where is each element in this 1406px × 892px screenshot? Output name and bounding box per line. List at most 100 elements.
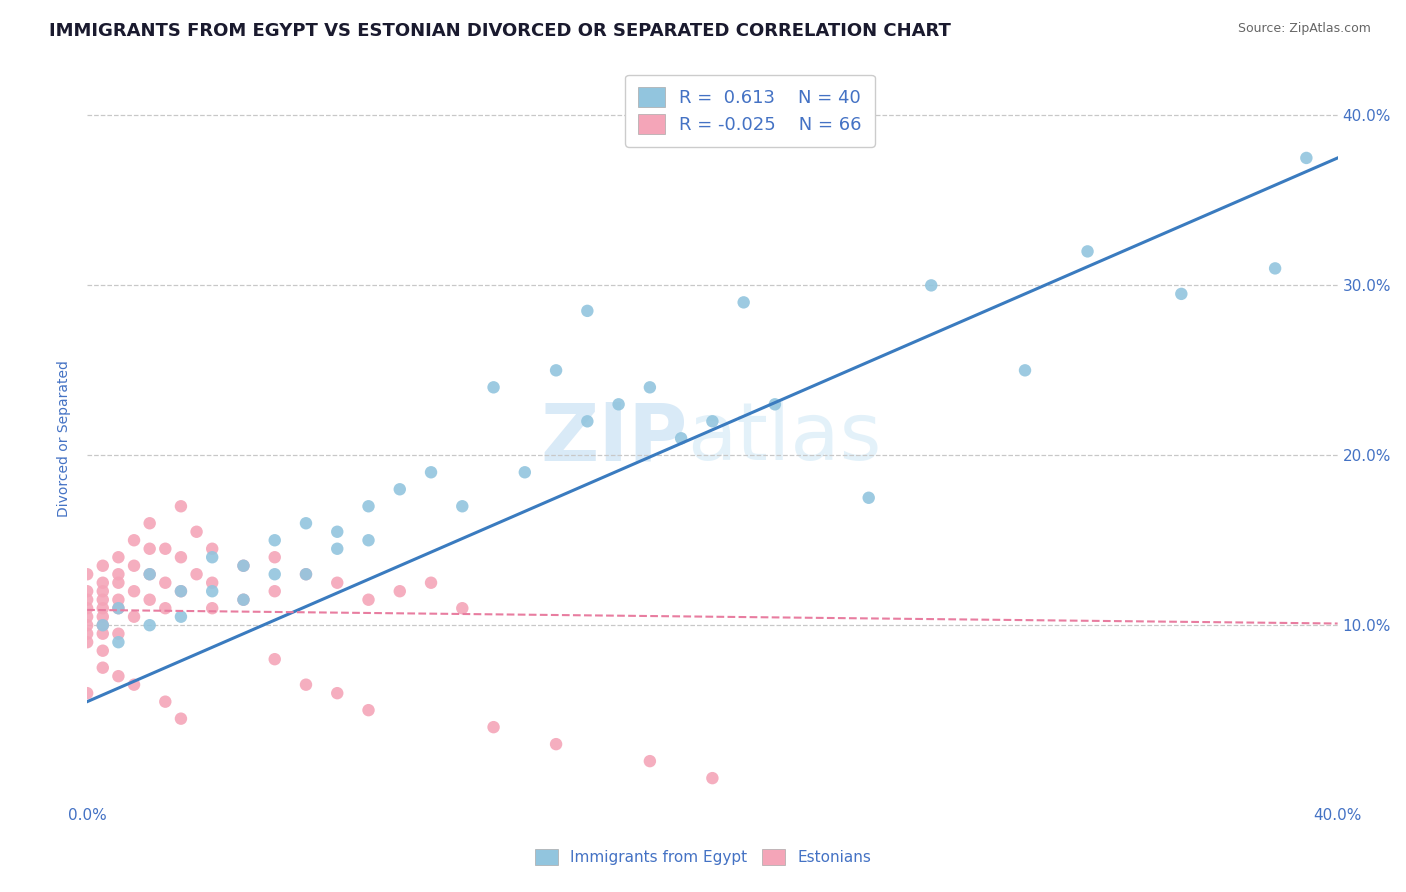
- Point: [357, 533, 380, 548]
- Point: [763, 397, 786, 411]
- Point: [170, 584, 193, 599]
- Point: [91, 592, 114, 607]
- Point: [1295, 151, 1317, 165]
- Point: [107, 575, 129, 590]
- Point: [76, 601, 98, 615]
- Point: [482, 720, 505, 734]
- Point: [76, 609, 98, 624]
- Point: [733, 295, 755, 310]
- Point: [576, 304, 599, 318]
- Point: [107, 550, 129, 565]
- Point: [107, 601, 129, 615]
- Point: [482, 380, 505, 394]
- Point: [155, 575, 177, 590]
- Point: [91, 584, 114, 599]
- Text: Source: ZipAtlas.com: Source: ZipAtlas.com: [1237, 22, 1371, 36]
- Point: [357, 703, 380, 717]
- Point: [138, 567, 160, 582]
- Point: [76, 584, 98, 599]
- Point: [107, 626, 129, 640]
- Point: [107, 635, 129, 649]
- Point: [91, 618, 114, 632]
- Point: [155, 541, 177, 556]
- Point: [326, 575, 349, 590]
- Point: [122, 584, 145, 599]
- Point: [170, 500, 193, 514]
- Point: [451, 601, 474, 615]
- Point: [138, 516, 160, 531]
- Point: [201, 584, 224, 599]
- Point: [1170, 286, 1192, 301]
- Point: [107, 601, 129, 615]
- Legend: R =  0.613    N = 40, R = -0.025    N = 66: R = 0.613 N = 40, R = -0.025 N = 66: [626, 75, 875, 147]
- Point: [76, 626, 98, 640]
- Point: [76, 592, 98, 607]
- Point: [170, 712, 193, 726]
- Point: [76, 635, 98, 649]
- Point: [1077, 244, 1099, 259]
- Point: [76, 567, 98, 582]
- Point: [232, 558, 254, 573]
- Point: [326, 686, 349, 700]
- Point: [201, 575, 224, 590]
- Point: [326, 524, 349, 539]
- Text: ZIP: ZIP: [540, 400, 688, 477]
- Point: [201, 550, 224, 565]
- Point: [513, 465, 536, 479]
- Point: [263, 550, 285, 565]
- Point: [295, 678, 318, 692]
- Point: [170, 550, 193, 565]
- Point: [576, 414, 599, 428]
- Point: [91, 575, 114, 590]
- Point: [357, 500, 380, 514]
- Point: [388, 483, 411, 497]
- Point: [546, 363, 568, 377]
- Point: [232, 592, 254, 607]
- Point: [201, 601, 224, 615]
- Point: [76, 686, 98, 700]
- Point: [1014, 363, 1036, 377]
- Point: [546, 737, 568, 751]
- Point: [170, 609, 193, 624]
- Point: [138, 541, 160, 556]
- Point: [122, 609, 145, 624]
- Point: [638, 380, 661, 394]
- Point: [186, 524, 208, 539]
- Point: [107, 592, 129, 607]
- Point: [669, 431, 692, 445]
- Point: [155, 601, 177, 615]
- Point: [138, 618, 160, 632]
- Point: [91, 643, 114, 657]
- Point: [76, 618, 98, 632]
- Point: [170, 584, 193, 599]
- Point: [201, 541, 224, 556]
- Point: [91, 626, 114, 640]
- Point: [702, 414, 724, 428]
- Point: [91, 609, 114, 624]
- Point: [232, 558, 254, 573]
- Point: [295, 567, 318, 582]
- Text: atlas: atlas: [688, 400, 882, 477]
- Point: [607, 397, 630, 411]
- Point: [232, 592, 254, 607]
- Point: [91, 661, 114, 675]
- Point: [920, 278, 942, 293]
- Legend: Immigrants from Egypt, Estonians: Immigrants from Egypt, Estonians: [529, 843, 877, 871]
- Point: [138, 592, 160, 607]
- Point: [295, 567, 318, 582]
- Point: [388, 584, 411, 599]
- Point: [122, 558, 145, 573]
- Point: [122, 678, 145, 692]
- Point: [420, 575, 443, 590]
- Point: [186, 567, 208, 582]
- Point: [91, 618, 114, 632]
- Point: [295, 516, 318, 531]
- Point: [107, 567, 129, 582]
- Point: [858, 491, 880, 505]
- Point: [702, 771, 724, 785]
- Point: [326, 541, 349, 556]
- Point: [638, 754, 661, 768]
- Point: [107, 669, 129, 683]
- Point: [263, 584, 285, 599]
- Point: [91, 558, 114, 573]
